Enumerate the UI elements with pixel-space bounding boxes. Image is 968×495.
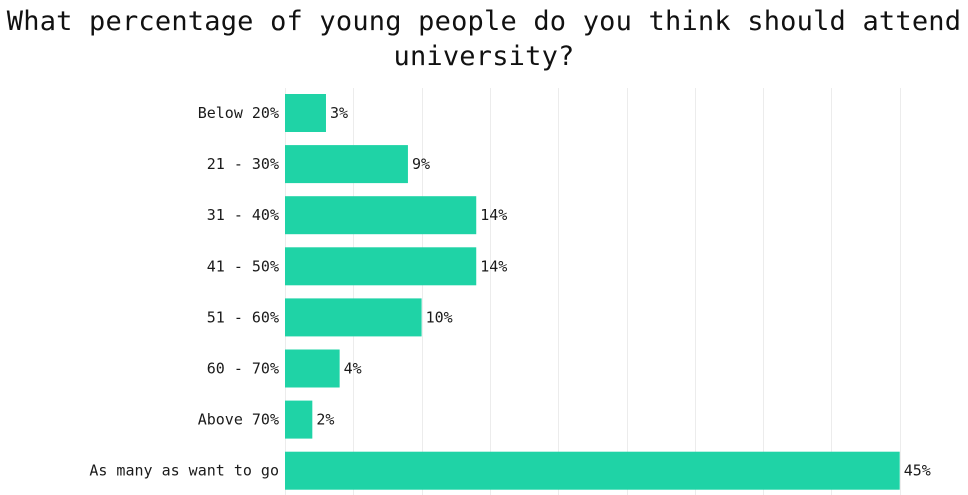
labels: Below 20% 3% 21 - 30% 9% 31 - 40% 14% 41 - 50%… bbox=[89, 104, 930, 480]
data-label: 4% bbox=[344, 360, 362, 378]
bar bbox=[285, 298, 422, 337]
category-label: 41 - 50% bbox=[207, 257, 279, 275]
bar bbox=[285, 94, 326, 132]
category-label: 51 - 60% bbox=[207, 308, 279, 326]
bar bbox=[285, 400, 313, 439]
data-label: 14% bbox=[480, 257, 507, 275]
data-label: 9% bbox=[412, 155, 430, 173]
bar bbox=[285, 145, 408, 184]
data-label: 10% bbox=[426, 308, 453, 326]
data-label: 45% bbox=[904, 462, 931, 480]
category-label: 31 - 40% bbox=[207, 206, 279, 224]
data-label: 14% bbox=[480, 206, 507, 224]
chart-title: What percentage of young people do you t… bbox=[6, 6, 962, 72]
bar bbox=[285, 247, 477, 286]
category-label: 21 - 30% bbox=[207, 155, 279, 173]
category-label: Above 70% bbox=[198, 411, 279, 429]
grid-lines bbox=[285, 88, 901, 495]
category-label: 60 - 70% bbox=[207, 360, 279, 378]
bar bbox=[285, 451, 900, 490]
category-label: As many as want to go bbox=[89, 462, 279, 480]
bar bbox=[285, 349, 340, 388]
data-label: 3% bbox=[330, 104, 348, 122]
bars bbox=[285, 94, 900, 490]
bar bbox=[285, 196, 477, 235]
category-label: Below 20% bbox=[198, 104, 279, 122]
data-label: 2% bbox=[316, 411, 334, 429]
